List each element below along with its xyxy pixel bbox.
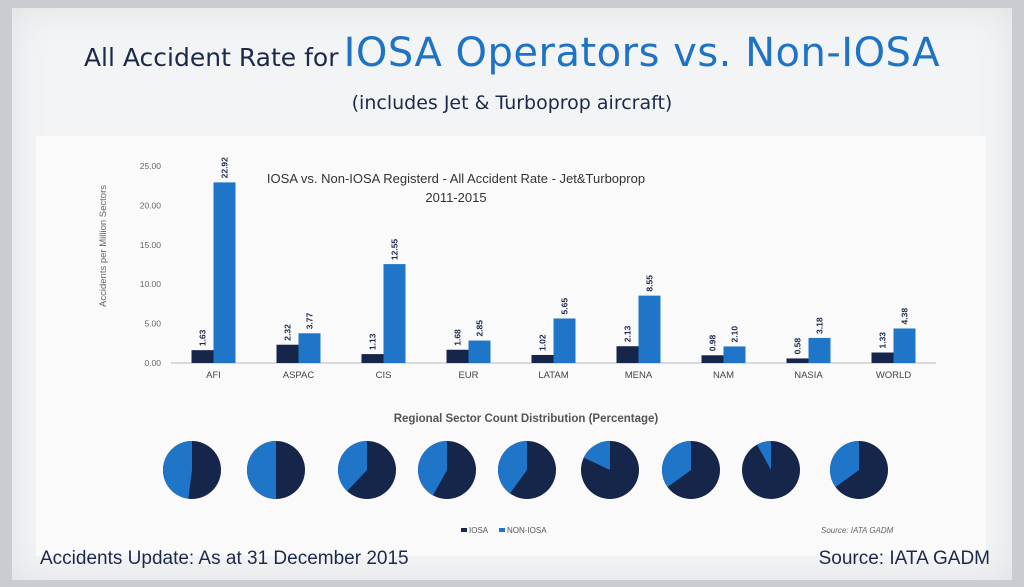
y-tick-label: 20.00 [140, 200, 162, 210]
data-label: 2.85 [475, 320, 485, 337]
bar-non-iosa [383, 264, 406, 363]
data-label: 2.13 [623, 325, 633, 342]
data-label: 5.65 [560, 298, 570, 315]
bar-iosa [276, 344, 299, 363]
bar-iosa [616, 346, 639, 363]
x-tick-label: WORLD [876, 370, 912, 381]
data-label: 22.92 [220, 157, 230, 179]
data-label: 1.13 [368, 333, 378, 350]
pie-slice-non-iosa [829, 441, 859, 488]
pie-slice-non-iosa [247, 441, 276, 499]
data-label: 3.18 [815, 317, 825, 334]
bar-iosa [786, 358, 809, 363]
bar-non-iosa [468, 340, 491, 363]
x-tick-label: NASIA [794, 370, 823, 381]
accidents-update-note: Accidents Update: As at 31 December 2015 [40, 548, 409, 569]
data-label: 12.55 [390, 239, 400, 261]
pie-slice-non-iosa [583, 441, 610, 470]
bar-chart-subtitle: 2011-2015 [425, 190, 486, 205]
slide: All Accident Rate for IOSA Operators vs.… [12, 8, 1012, 580]
bar-iosa [446, 349, 469, 363]
x-tick-label: CIS [376, 370, 392, 381]
bar-iosa [361, 354, 384, 363]
data-label: 3.77 [305, 312, 315, 329]
pie-chart: Regional Sector Count Distribution (Perc… [163, 413, 894, 535]
bar-non-iosa [723, 346, 746, 363]
x-tick-label: MENA [625, 370, 653, 381]
x-tick-label: AFI [206, 370, 221, 381]
x-tick-label: ASPAC [283, 370, 315, 381]
source-note: Source: IATA GADM [818, 548, 990, 569]
x-tick-label: NAM [713, 370, 734, 381]
pie-slice-non-iosa [497, 441, 527, 494]
y-tick-label: 0.00 [144, 358, 161, 368]
data-label: 1.33 [878, 332, 888, 349]
y-tick-label: 15.00 [140, 240, 162, 250]
chart-svg: IOSA vs. Non-IOSA Registerd - All Accide… [98, 157, 936, 535]
legend-label-non-iosa: NON-IOSA [507, 526, 547, 535]
data-label: 1.63 [198, 329, 208, 346]
data-label: 0.98 [708, 334, 718, 351]
bar-non-iosa [213, 182, 236, 363]
legend-label-iosa: IOSA [469, 526, 489, 535]
y-tick-label: 10.00 [140, 279, 162, 289]
pie-slice-non-iosa [757, 441, 771, 470]
y-axis-label: Accidents per Million Sectors [98, 185, 109, 307]
chart-panel: IOSA vs. Non-IOSA Registerd - All Accide… [36, 136, 986, 556]
y-tick-label: 5.00 [144, 319, 161, 329]
pie-marks [163, 441, 888, 499]
bar-iosa [531, 354, 554, 363]
title-prefix: All Accident Rate for [83, 43, 339, 72]
data-label: 1.02 [538, 334, 548, 351]
data-label: 2.32 [283, 324, 293, 341]
data-label: 4.38 [900, 308, 910, 325]
pie-chart-title: Regional Sector Count Distribution (Perc… [394, 413, 659, 425]
data-label: 1.68 [453, 329, 463, 346]
bar-marks: 0.00 5.00 10.00 15.00 20.00 25.00 1.63 22.92 AFI… [140, 157, 936, 381]
title-main: IOSA Operators vs. Non-IOSA [343, 30, 941, 76]
pie-legend: IOSA NON-IOSA [461, 526, 547, 535]
bar-iosa [191, 350, 214, 363]
bar-chart: IOSA vs. Non-IOSA Registerd - All Accide… [98, 157, 936, 381]
bar-non-iosa [553, 318, 576, 363]
bar-non-iosa [638, 295, 661, 363]
bar-non-iosa [298, 333, 321, 363]
bar-non-iosa [893, 328, 916, 363]
pie-slice-non-iosa [661, 441, 691, 488]
data-label: 0.58 [793, 338, 803, 355]
x-tick-label: LATAM [538, 370, 568, 381]
page-subtitle: (includes Jet & Turboprop aircraft) [351, 92, 673, 114]
x-tick-label: EUR [458, 370, 478, 381]
pie-slice-non-iosa [338, 441, 367, 492]
pie-slice-non-iosa [163, 441, 192, 499]
data-label: 8.55 [645, 275, 655, 292]
legend-swatch-non-iosa [499, 528, 505, 532]
page-title: All Accident Rate for IOSA Operators vs.… [12, 30, 1012, 76]
bar-chart-title: IOSA vs. Non-IOSA Registerd - All Accide… [267, 171, 645, 186]
chart-source-note: Source: IATA GADM [821, 526, 894, 535]
bar-non-iosa [808, 337, 831, 363]
legend-swatch-iosa [461, 528, 467, 532]
data-label: 2.10 [730, 326, 740, 343]
pie-slice-non-iosa [418, 441, 447, 496]
bar-iosa [871, 352, 894, 363]
y-tick-label: 25.00 [140, 161, 162, 171]
bar-iosa [701, 355, 724, 363]
